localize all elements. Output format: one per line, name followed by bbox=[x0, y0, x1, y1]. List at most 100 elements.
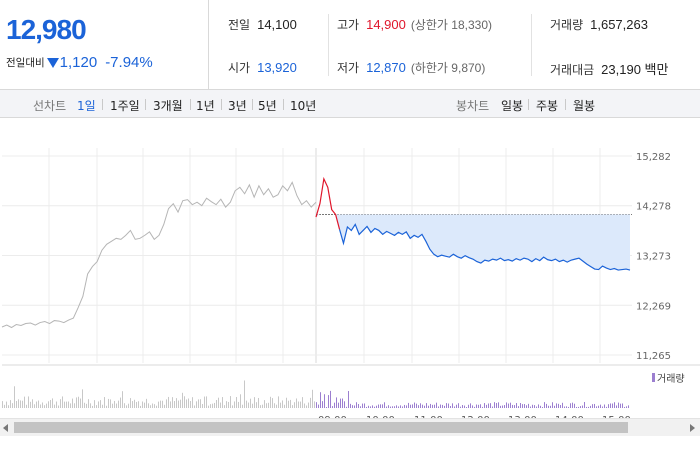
volume-bar bbox=[214, 402, 215, 408]
volume-bar bbox=[76, 397, 77, 408]
scroll-left-icon[interactable] bbox=[3, 424, 8, 432]
volume-bar bbox=[444, 405, 445, 408]
candle-weekly-tab[interactable]: 주봉 bbox=[536, 99, 559, 113]
volume-bar bbox=[550, 405, 551, 408]
today-up-line bbox=[315, 176, 341, 230]
volume-bar bbox=[554, 405, 555, 408]
volume-bar bbox=[194, 405, 195, 408]
volume-bar bbox=[106, 405, 107, 408]
volume-bar bbox=[150, 405, 151, 408]
volume-bar bbox=[176, 398, 177, 408]
candle-monthly-tab[interactable]: 월봉 bbox=[573, 99, 596, 113]
volume-bar bbox=[226, 401, 227, 408]
volume-bar bbox=[594, 403, 595, 408]
volume-bar bbox=[64, 401, 65, 408]
volume-bar bbox=[346, 406, 347, 408]
volume-bar bbox=[452, 403, 453, 408]
volume-bar bbox=[94, 400, 95, 408]
below-reference-fill bbox=[316, 214, 630, 271]
volume-bar bbox=[186, 399, 187, 408]
volume-bar bbox=[330, 390, 331, 408]
scroll-right-icon[interactable] bbox=[690, 424, 695, 432]
volume-bar bbox=[522, 404, 523, 408]
period-1d-tab[interactable]: 1일 bbox=[77, 99, 96, 113]
volume-bar bbox=[26, 404, 27, 408]
volume-bar bbox=[96, 405, 97, 408]
volume-bar bbox=[100, 400, 101, 408]
volume-bar bbox=[350, 403, 351, 408]
stat-low: 저가 12,870 (하한가 9,870) bbox=[337, 59, 485, 76]
period-5y-tab[interactable]: 5년 bbox=[258, 99, 277, 113]
volume-bar bbox=[110, 399, 111, 408]
volume-bar bbox=[458, 403, 459, 408]
volume-bar bbox=[222, 397, 223, 408]
volume-bar bbox=[572, 402, 573, 408]
volume-bar bbox=[68, 401, 69, 408]
volume-bar bbox=[382, 404, 383, 408]
stat-value: 14,100 bbox=[257, 17, 297, 32]
volume-bar bbox=[426, 403, 427, 408]
volume-bar bbox=[282, 400, 283, 408]
volume-bar bbox=[324, 394, 325, 408]
volume-bar bbox=[180, 399, 181, 408]
volume-bar bbox=[406, 405, 407, 408]
volume-bar bbox=[388, 405, 389, 408]
period-3m-tab[interactable]: 3개월 bbox=[153, 99, 183, 113]
line-chart-label: 선차트 bbox=[33, 99, 67, 113]
volume-bar bbox=[44, 405, 45, 408]
volume-bar bbox=[118, 400, 119, 408]
price-box: 12,980 전일대비 1,120 -7.94% bbox=[0, 0, 209, 90]
period-10y-tab[interactable]: 10년 bbox=[290, 99, 317, 113]
volume-bar bbox=[132, 401, 133, 408]
divider bbox=[531, 14, 532, 76]
scrollbar-thumb[interactable] bbox=[14, 422, 628, 433]
volume-bar bbox=[42, 402, 43, 408]
volume-bar bbox=[612, 403, 613, 408]
volume-bar bbox=[160, 400, 161, 408]
stat-value: 14,900 bbox=[366, 17, 406, 32]
volume-bar bbox=[310, 397, 311, 408]
period-1y-tab[interactable]: 1년 bbox=[196, 99, 215, 113]
volume-bar bbox=[356, 402, 357, 408]
volume-bar bbox=[20, 400, 21, 408]
price-chart: 15,282 14,278 13,273 12,269 11,265 거래량 09:00 10… bbox=[1, 148, 700, 418]
volume-bar bbox=[24, 396, 25, 408]
volume-bar bbox=[524, 404, 525, 408]
volume-bar bbox=[104, 397, 105, 408]
quote-panel: 12,980 전일대비 1,120 -7.94% 전일 14,100 시가 13… bbox=[0, 0, 700, 90]
volume-bar bbox=[120, 397, 121, 408]
volume-bar bbox=[608, 404, 609, 408]
volume-bar bbox=[430, 403, 431, 408]
separator bbox=[102, 99, 103, 110]
volume-bar bbox=[84, 402, 85, 408]
volume-bar bbox=[308, 402, 309, 408]
volume-bar bbox=[264, 400, 265, 408]
separator bbox=[252, 99, 253, 110]
volume-bar bbox=[306, 405, 307, 408]
volume-bar bbox=[216, 400, 217, 408]
period-1w-tab[interactable]: 1주일 bbox=[110, 99, 140, 113]
volume-bar bbox=[328, 395, 329, 408]
volume-bar bbox=[322, 401, 323, 408]
today-down-line bbox=[338, 223, 631, 271]
volume-bar bbox=[456, 404, 457, 408]
volume-bar bbox=[528, 403, 529, 408]
volume-bar bbox=[442, 404, 443, 408]
volume-bar bbox=[128, 403, 129, 408]
y-tick-label: 15,282 bbox=[636, 152, 671, 163]
volume-bar bbox=[32, 399, 33, 408]
volume-bar bbox=[510, 402, 511, 408]
separator bbox=[221, 99, 222, 110]
volume-bar bbox=[22, 400, 23, 408]
volume-bar bbox=[184, 396, 185, 408]
horizontal-scrollbar[interactable] bbox=[0, 418, 700, 436]
x-tick-label: 15:00 bbox=[602, 415, 631, 418]
volume-bar bbox=[504, 405, 505, 408]
period-3y-tab[interactable]: 3년 bbox=[228, 99, 247, 113]
volume-bar bbox=[568, 406, 569, 408]
candle-daily-tab[interactable]: 일봉 bbox=[501, 99, 524, 113]
volume-bar bbox=[564, 406, 565, 408]
volume-bar bbox=[80, 398, 81, 408]
volume-bar bbox=[398, 406, 399, 408]
volume-bar bbox=[590, 405, 591, 408]
